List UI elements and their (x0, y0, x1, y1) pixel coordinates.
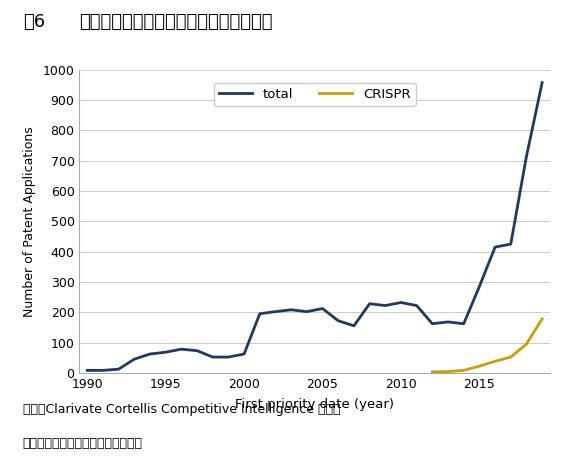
total (131, 356, 138, 362)
total (256, 311, 263, 316)
total (241, 351, 248, 357)
total (146, 351, 153, 357)
total (523, 153, 530, 159)
total (492, 244, 498, 250)
CRISPR (429, 369, 436, 375)
Line: total: total (87, 82, 542, 370)
total (539, 80, 545, 85)
X-axis label: First priority date (year): First priority date (year) (235, 397, 394, 411)
CRISPR (492, 358, 498, 364)
total (445, 319, 451, 325)
total (225, 354, 232, 360)
total (507, 241, 514, 247)
total (100, 368, 107, 373)
total (272, 309, 279, 315)
CRISPR (445, 369, 451, 374)
total (319, 306, 326, 311)
total (335, 318, 342, 323)
Legend: total, CRISPR: total, CRISPR (214, 82, 416, 106)
Text: 図6: 図6 (23, 14, 45, 31)
Text: 出所：Clarivate Cortellis Competitive Intelligence をもと: 出所：Clarivate Cortellis Competitive Intel… (23, 403, 340, 416)
total (397, 300, 404, 305)
CRISPR (507, 354, 514, 360)
total (350, 323, 357, 329)
total (209, 354, 216, 360)
total (366, 301, 373, 307)
CRISPR (460, 368, 467, 373)
total (162, 350, 169, 355)
total (413, 303, 420, 308)
total (382, 303, 388, 308)
Text: に医薬産業政策研究所にて作成: に医薬産業政策研究所にて作成 (23, 437, 143, 450)
total (194, 348, 201, 354)
total (429, 321, 436, 327)
total (84, 368, 91, 373)
total (115, 366, 122, 372)
Line: CRISPR: CRISPR (433, 319, 542, 372)
total (178, 346, 185, 352)
total (303, 309, 310, 315)
CRISPR (523, 341, 530, 347)
total (460, 321, 467, 327)
CRISPR (539, 316, 545, 322)
CRISPR (476, 363, 483, 369)
total (288, 307, 295, 313)
Text: 遺伝子治療に関わる特許出願の年次推移: 遺伝子治療に関わる特許出願の年次推移 (79, 14, 273, 31)
total (476, 284, 483, 289)
Y-axis label: Number of Patent Applications: Number of Patent Applications (23, 126, 36, 317)
